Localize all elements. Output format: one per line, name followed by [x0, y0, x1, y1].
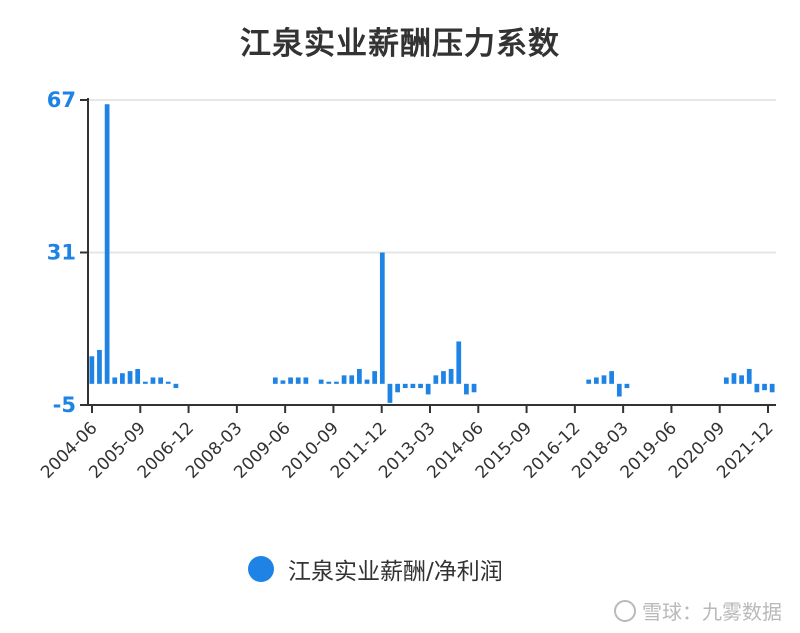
bar[interactable] [165, 381, 171, 384]
bar[interactable] [624, 383, 630, 389]
bar[interactable] [135, 368, 141, 384]
bar[interactable] [464, 383, 469, 395]
snowball-logo-icon [614, 599, 636, 622]
bar[interactable] [379, 252, 385, 384]
bar[interactable] [158, 377, 163, 384]
y-tick-label: -5 [53, 393, 76, 417]
bar[interactable] [448, 368, 454, 384]
y-tick-label: 67 [47, 88, 76, 112]
bar-group [89, 104, 775, 403]
chart-title: 江泉实业薪酬压力系数 [240, 26, 560, 62]
bar[interactable] [334, 381, 339, 384]
bar[interactable] [471, 383, 477, 393]
bar[interactable] [616, 383, 622, 397]
bar[interactable] [326, 381, 332, 384]
bar[interactable] [349, 375, 355, 384]
bar[interactable] [303, 377, 309, 384]
bar[interactable] [739, 375, 744, 384]
bar[interactable] [364, 379, 370, 384]
y-tick-labels: 67 31 -5 [47, 88, 88, 417]
watermark-text: 雪球：九雾数据 [642, 600, 782, 624]
bar[interactable] [295, 377, 301, 384]
bar[interactable] [410, 383, 416, 389]
bar[interactable] [318, 379, 324, 384]
bar[interactable] [456, 341, 462, 384]
bar[interactable] [441, 371, 446, 384]
x-tick-labels: 2004-062005-092006-122008-032009-062010-… [37, 405, 778, 483]
bar[interactable] [754, 383, 760, 393]
bar[interactable] [395, 383, 400, 393]
bar[interactable] [150, 377, 156, 384]
bar[interactable] [762, 383, 767, 391]
bar[interactable] [120, 373, 125, 384]
legend-label: 江泉实业薪酬/净利润 [288, 559, 503, 585]
bar[interactable] [769, 383, 775, 393]
bar[interactable] [433, 375, 439, 384]
bar[interactable] [97, 349, 102, 384]
bar[interactable] [746, 368, 752, 384]
gridlines [88, 99, 776, 254]
bar[interactable] [387, 383, 393, 403]
bar[interactable] [425, 383, 431, 395]
y-tick-label: 31 [47, 241, 76, 265]
bar[interactable] [593, 377, 599, 384]
watermark: 雪球：九雾数据 [614, 596, 782, 625]
bar[interactable] [89, 356, 95, 384]
bar[interactable] [127, 371, 133, 384]
bar[interactable] [341, 375, 347, 384]
bar[interactable] [418, 383, 423, 389]
legend-marker [248, 556, 274, 582]
legend[interactable]: 江泉实业薪酬/净利润 [248, 552, 503, 586]
bar[interactable] [601, 375, 607, 384]
bar[interactable] [280, 380, 286, 384]
bar[interactable] [723, 377, 729, 384]
bar[interactable] [586, 379, 592, 384]
bar[interactable] [372, 371, 378, 384]
bar[interactable] [112, 377, 118, 384]
bar[interactable] [272, 377, 278, 384]
bar[interactable] [142, 381, 148, 384]
bar[interactable] [104, 104, 110, 384]
bar[interactable] [609, 371, 615, 384]
bar[interactable] [357, 368, 362, 384]
bar[interactable] [288, 377, 293, 384]
bar[interactable] [731, 373, 737, 384]
bar[interactable] [402, 383, 408, 389]
bar[interactable] [173, 383, 179, 389]
